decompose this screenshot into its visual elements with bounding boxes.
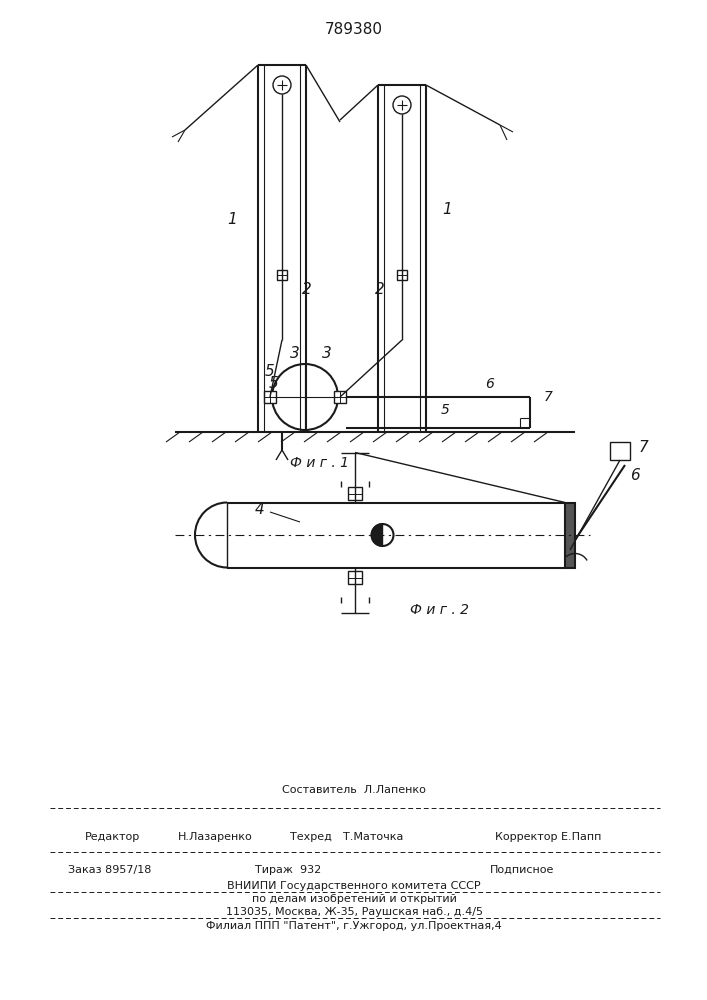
Text: Заказ 8957/18: Заказ 8957/18 bbox=[68, 865, 151, 875]
Bar bbox=[348, 487, 362, 499]
Text: 2: 2 bbox=[302, 282, 312, 298]
Bar bbox=[334, 391, 346, 403]
Text: 5: 5 bbox=[265, 364, 275, 379]
Text: 113035, Москва, Ж-35, Раушская наб., д.4/5: 113035, Москва, Ж-35, Раушская наб., д.4… bbox=[226, 907, 482, 917]
Bar bbox=[610, 442, 630, 460]
Bar bbox=[397, 270, 407, 280]
Text: 2: 2 bbox=[375, 282, 385, 298]
Text: Т.Маточка: Т.Маточка bbox=[343, 832, 404, 842]
Text: 6: 6 bbox=[630, 468, 640, 483]
Text: Подписное: Подписное bbox=[490, 865, 554, 875]
Text: 3: 3 bbox=[290, 347, 300, 361]
Bar bbox=[277, 270, 287, 280]
Text: по делам изобретений и открытий: по делам изобретений и открытий bbox=[252, 894, 457, 904]
Text: 5: 5 bbox=[440, 403, 450, 417]
Bar bbox=[348, 570, 362, 584]
Text: 1: 1 bbox=[442, 202, 452, 218]
Text: Ф и г . 2: Ф и г . 2 bbox=[411, 603, 469, 617]
Text: 1: 1 bbox=[227, 213, 237, 228]
Text: Редактор: Редактор bbox=[85, 832, 140, 842]
Text: 7: 7 bbox=[638, 440, 648, 454]
Text: 4: 4 bbox=[255, 502, 265, 518]
Bar bbox=[264, 391, 276, 403]
Text: Корректор Е.Папп: Корректор Е.Папп bbox=[495, 832, 602, 842]
Text: 7: 7 bbox=[544, 390, 552, 404]
Text: Филиал ППП "Патент", г.Ужгород, ул.Проектная,4: Филиал ППП "Патент", г.Ужгород, ул.Проек… bbox=[206, 921, 502, 931]
Text: 789380: 789380 bbox=[325, 22, 383, 37]
Text: ВНИИПИ Государственного комитета СССР: ВНИИПИ Государственного комитета СССР bbox=[227, 881, 481, 891]
Bar bbox=[565, 502, 575, 568]
Text: Тираж  932: Тираж 932 bbox=[255, 865, 321, 875]
Text: 3: 3 bbox=[322, 347, 332, 361]
Text: 6: 6 bbox=[486, 377, 494, 391]
Text: Составитель  Л.Лапенко: Составитель Л.Лапенко bbox=[282, 785, 426, 795]
Text: Техред: Техред bbox=[290, 832, 332, 842]
Text: 5: 5 bbox=[269, 376, 279, 391]
Wedge shape bbox=[371, 524, 382, 546]
Text: Ф и г . 1: Ф и г . 1 bbox=[291, 456, 349, 470]
Text: Н.Лазаренко: Н.Лазаренко bbox=[178, 832, 252, 842]
